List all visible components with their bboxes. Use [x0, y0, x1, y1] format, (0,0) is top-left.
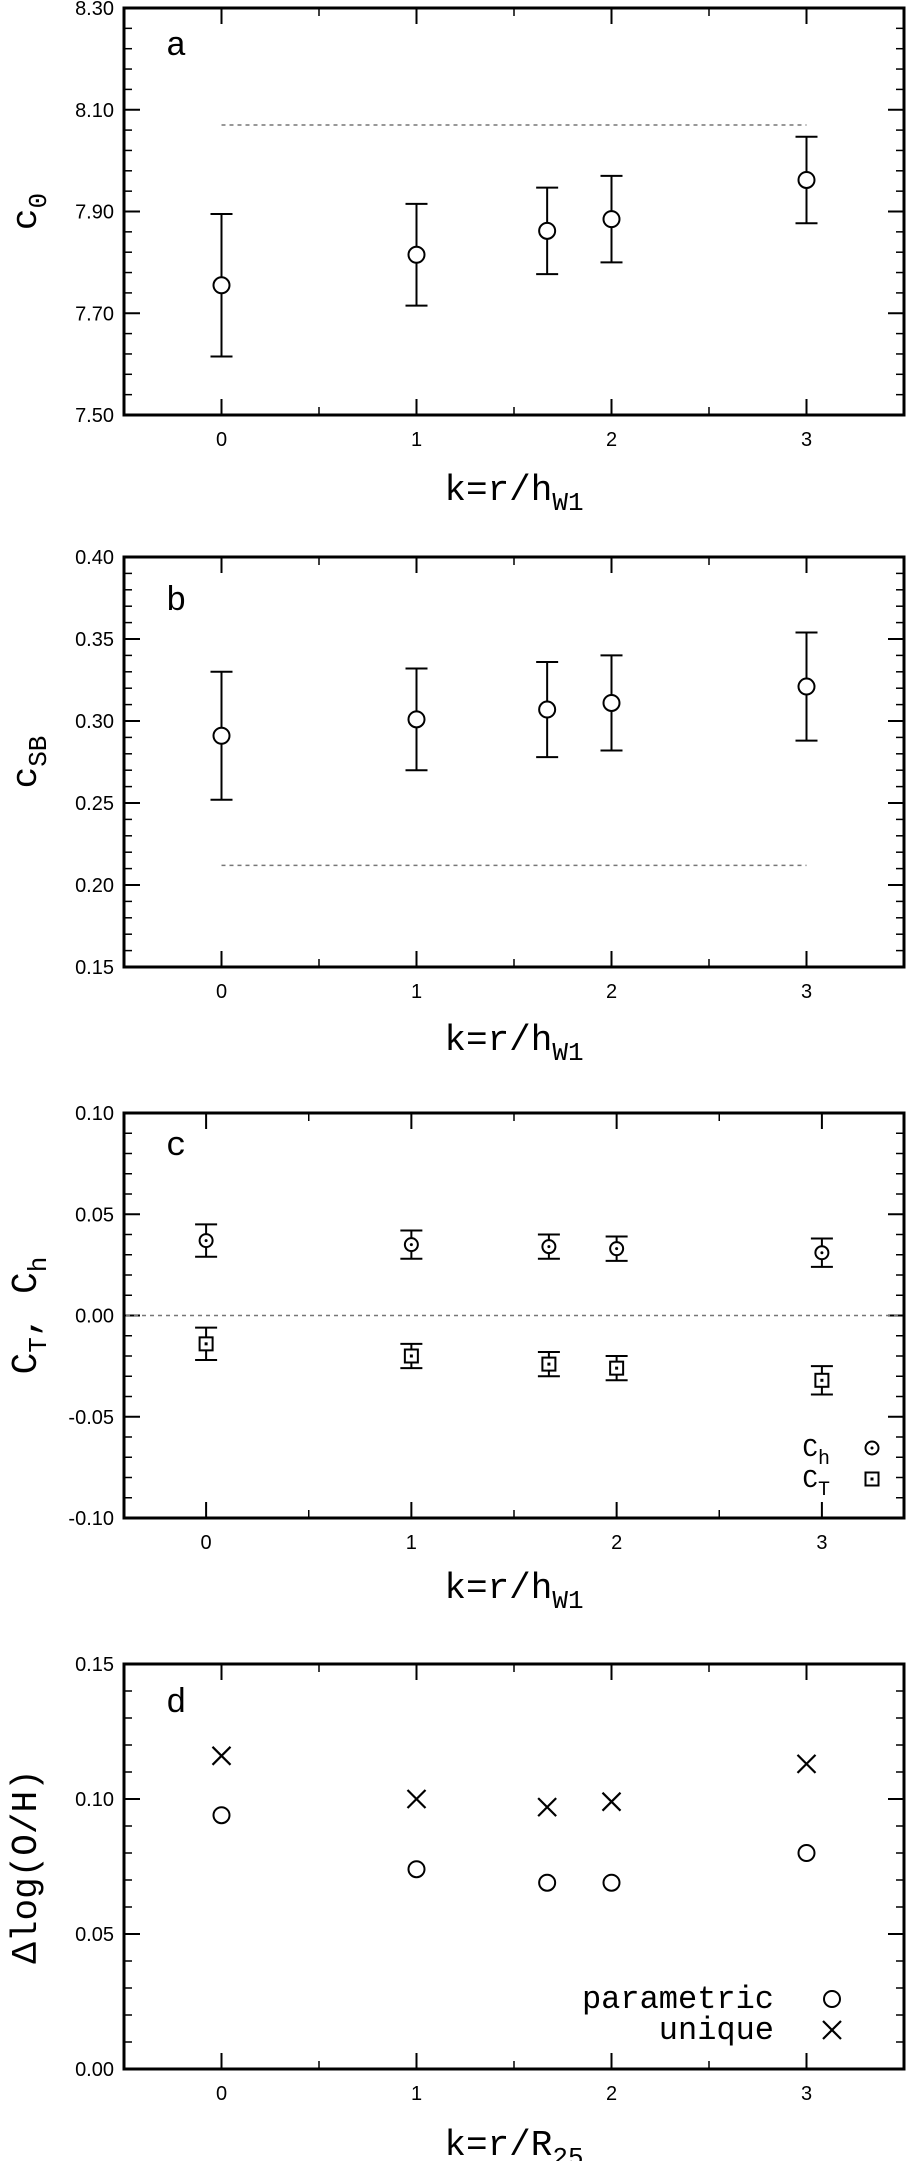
y-tick-label: 7.70 [75, 303, 114, 325]
data-point-circle [609, 1241, 625, 1257]
x-axis-label: k=r/hW1 [444, 1020, 583, 1068]
data-point-circle [198, 1233, 214, 1249]
x-tick-label: 0 [216, 2083, 227, 2105]
x-axis-label: k=r/R25 [444, 2125, 583, 2161]
data-point-circle [797, 170, 816, 189]
y-tick-label: 7.90 [75, 202, 114, 224]
y-tick-label: 0.00 [75, 1306, 114, 1328]
legend-marker-circle [823, 1990, 841, 2008]
data-point-circle [602, 693, 621, 712]
x-tick-label: 2 [611, 1532, 622, 1554]
legend-label: unique [659, 2012, 774, 2049]
x-tick-label: 1 [411, 981, 422, 1003]
y-tick-label: 7.50 [75, 405, 114, 427]
data-point-circle [538, 1873, 557, 1892]
data-point-circle [602, 210, 621, 229]
data-point-square [403, 1348, 419, 1364]
x-tick-label: 3 [816, 1532, 827, 1554]
y-tick-label: 0.10 [75, 1789, 114, 1811]
legend-marker-cross [822, 2020, 842, 2040]
y-tick-label: 0.05 [75, 1924, 114, 1946]
x-tick-label: 3 [801, 429, 812, 451]
y-tick-label: -0.10 [68, 1508, 114, 1530]
data-point-square [198, 1336, 214, 1352]
x-tick-label: 1 [406, 1532, 417, 1554]
data-point-cross [796, 1754, 817, 1774]
y-tick-label: 8.30 [75, 0, 114, 20]
panel-c: -0.10 -0.05 0.00 0.05 0.10 0 1 2 3 c k=r/hW1 CT, Ch… [6, 1103, 906, 1616]
panel-label: a [166, 28, 186, 66]
panel-d: 0.00 0.05 0.10 0.15 0 1 2 3 d k=r/R25 Δlog(O/H) par… [6, 1654, 906, 2161]
data-point-cross [211, 1746, 232, 1766]
x-tick-label: 2 [606, 2083, 617, 2105]
y-tick-label: 0.15 [75, 957, 114, 979]
y-tick-label: -0.05 [68, 1407, 114, 1429]
data-point-square [814, 1372, 830, 1388]
x-tick-label: 2 [606, 429, 617, 451]
y-axis-label: c0 [6, 193, 54, 230]
x-axis-label: k=r/hW1 [444, 470, 583, 518]
data-point-circle [602, 1873, 621, 1892]
plot-frame [122, 1662, 906, 2071]
y-tick-label: 8.10 [75, 100, 114, 122]
x-tick-label: 3 [801, 2083, 812, 2105]
y-tick-label: 0.40 [75, 547, 114, 569]
panel-label: d [166, 1685, 186, 1723]
data-point-circle [212, 726, 231, 745]
x-tick-label: 0 [216, 981, 227, 1003]
data-point-cross [406, 1789, 427, 1809]
data-point-cross [537, 1797, 557, 1817]
data-point-circle [403, 1237, 419, 1253]
y-tick-label: 0.05 [75, 1204, 114, 1226]
data-point-circle [407, 710, 426, 729]
data-point-circle [814, 1245, 830, 1261]
x-tick-label: 2 [606, 981, 617, 1003]
x-tick-label: 0 [201, 1532, 212, 1554]
data-point-cross [601, 1791, 622, 1812]
y-axis-label: cSB [6, 736, 54, 789]
data-point-square [541, 1356, 557, 1372]
legend-marker-square [864, 1471, 880, 1487]
y-tick-label: 0.00 [75, 2059, 114, 2081]
plot-frame [122, 6, 906, 417]
y-tick-label: 0.25 [75, 793, 114, 815]
data-point-circle [797, 677, 816, 696]
legend-label: parametric [582, 1981, 774, 2018]
x-axis-label: k=r/hW1 [444, 1568, 583, 1616]
data-point-circle [538, 221, 557, 240]
x-tick-label: 0 [216, 429, 227, 451]
y-tick-label: 0.15 [75, 1654, 114, 1676]
panel-b: 0.15 0.20 0.25 0.30 0.35 0.40 0 1 2 3 b k=r/hW1 cSB [6, 547, 906, 1068]
data-point-circle [407, 1860, 426, 1879]
legend-label: Ch [802, 1434, 830, 1471]
x-tick-label: 1 [411, 429, 422, 451]
data-point-circle [797, 1844, 816, 1862]
legend-marker-circle [864, 1440, 880, 1456]
y-tick-label: 0.10 [75, 1103, 114, 1125]
y-axis-label: Δlog(O/H) [6, 1769, 47, 1963]
y-tick-label: 0.20 [75, 875, 114, 897]
x-tick-label: 3 [801, 981, 812, 1003]
panel-label: b [166, 583, 186, 621]
data-point-circle [212, 1806, 231, 1825]
x-tick-label: 1 [411, 2083, 422, 2105]
data-point-square [609, 1360, 625, 1376]
y-tick-label: 0.35 [75, 629, 114, 651]
legend-label: CT [802, 1465, 830, 1502]
data-point-circle [538, 700, 557, 719]
plot-frame [122, 555, 906, 969]
data-point-circle [212, 276, 231, 295]
data-point-circle [407, 245, 426, 264]
y-tick-label: 0.30 [75, 711, 114, 733]
data-point-circle [541, 1239, 557, 1255]
y-axis-label: CT, Ch [6, 1257, 54, 1375]
panel-a: 7.50 7.70 7.90 8.10 8.30 0 1 2 3 a k=r/hW1 c0 [6, 0, 906, 518]
panel-label: c [166, 1128, 186, 1166]
